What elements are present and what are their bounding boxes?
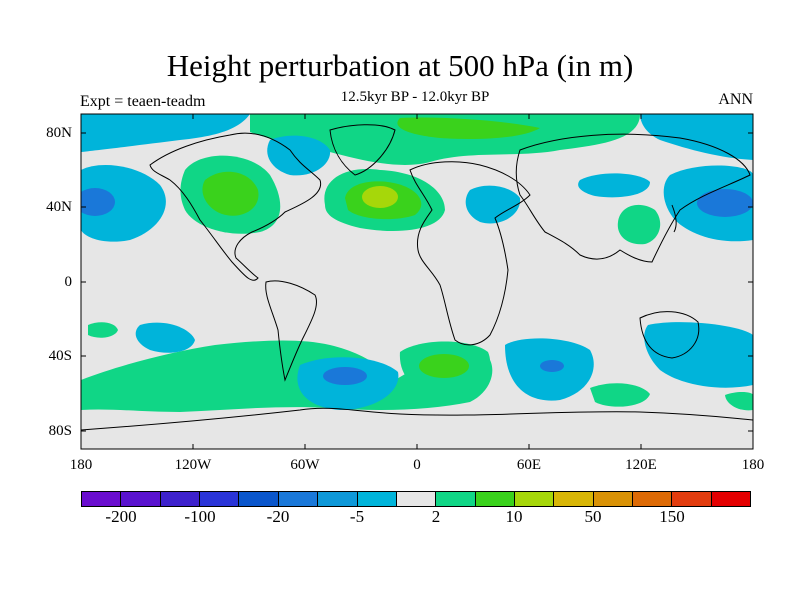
coast-antarctica (81, 407, 753, 431)
x-tick-label: 120W (174, 457, 212, 473)
x-tick-label: 60W (290, 457, 320, 473)
coast-south-america (265, 280, 317, 382)
y-tick-label: 40S (48, 348, 72, 364)
colorbar-label: -5 (349, 507, 365, 526)
contour-negative-europe (465, 185, 521, 224)
colorbar-label: -200 (105, 507, 137, 526)
colorbar-swatch (396, 492, 437, 506)
x-tick-label: 0 (413, 457, 421, 473)
x-tick-label: 60E (516, 457, 542, 473)
season-label: ANN (718, 91, 753, 108)
contour-positive-far-south-east (725, 391, 753, 411)
coast-australia (639, 311, 700, 359)
contour-positive-arctic-core (397, 117, 540, 139)
colorbar-swatch (278, 492, 319, 506)
x-tick-label: 120E (625, 457, 657, 473)
contour-positive-australia-south (590, 383, 650, 407)
contour-negative-indian-ocean-core (540, 360, 564, 372)
colorbar-swatch (82, 492, 122, 506)
axis-ticks (80, 114, 754, 449)
contour-positive-east-asia (617, 204, 661, 245)
contour-positive-north-america-core (202, 171, 259, 216)
colorbar-label: 50 (584, 507, 602, 526)
colorbar-swatch (633, 492, 673, 506)
contour-positive-atlantic-core (362, 186, 398, 208)
y-tick-label: 40N (46, 199, 72, 215)
colorbar-swatch (160, 492, 201, 506)
contour-negative-south-pacific (135, 322, 195, 353)
colorbar-label: -100 (184, 507, 216, 526)
contour-negative-south-atlantic-core (323, 367, 367, 385)
x-tick-label: 180 (69, 457, 93, 473)
coast-japan (671, 204, 677, 233)
colorbar-swatch (711, 492, 751, 506)
x-tick-label: 180 (741, 457, 765, 473)
contour-negative-high-arctic-west (81, 114, 250, 152)
colorbar-swatch (475, 492, 515, 506)
contour-negative-north-pacific-east-core (697, 189, 753, 217)
contour-negative-high-arctic-east (640, 114, 753, 160)
colorbar-swatch (514, 492, 555, 506)
contour-negative-north-pacific-west-core (81, 188, 115, 216)
colorbar-swatch (357, 492, 397, 506)
colorbar-label: 150 (659, 507, 685, 526)
contour-negative-south-pacific-east (644, 322, 753, 388)
colorbar-label: -20 (266, 507, 290, 526)
coast-europe-africa (409, 161, 531, 346)
contour-negative-north-pacific-west (81, 165, 166, 242)
y-tick-label: 0 (64, 274, 73, 290)
colorbar (81, 491, 751, 507)
contour-positive-south-africa-core (419, 354, 469, 378)
colorbar-label: 2 (431, 507, 441, 526)
colorbar-swatch (200, 492, 240, 506)
contour-positive-south-pacific-west (88, 322, 118, 338)
coastline-layer (81, 124, 753, 431)
colorbar-swatch (593, 492, 634, 506)
y-tick-label: 80N (46, 125, 72, 141)
colorbar-swatch (436, 492, 476, 506)
coast-asia (515, 133, 751, 263)
contour-negative-siberia (578, 173, 650, 198)
plot-subtitle: 12.5kyr BP - 12.0kyr BP (340, 89, 490, 105)
colorbar-swatch (121, 492, 161, 506)
coast-greenland (329, 124, 396, 176)
colorbar-swatch (554, 492, 594, 506)
experiment-label: Expt = teaen-teadm (80, 93, 206, 110)
contour-positive-arctic (250, 114, 640, 165)
coast-north-america (149, 132, 322, 281)
colorbar-swatch (672, 492, 712, 506)
y-tick-label: 80S (48, 423, 72, 439)
colorbar-swatch (239, 492, 279, 506)
colorbar-swatch (318, 492, 358, 506)
colorbar-label: 10 (505, 507, 523, 526)
plot-title: Height perturbation at 500 hPa (in m) (166, 48, 634, 83)
